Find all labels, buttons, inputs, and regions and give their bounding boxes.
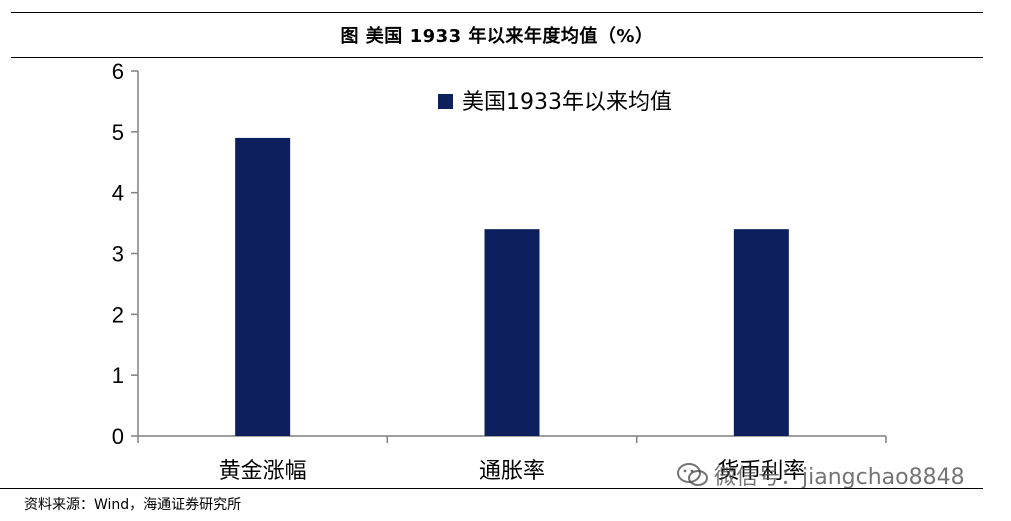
labels: 0 1 2 3 4 5 6 黄金涨幅 通胀率 货币利率 [112, 59, 806, 484]
legend: 美国1933年以来均值 [438, 90, 672, 115]
bars [235, 137, 789, 436]
bar [235, 137, 291, 436]
bar [733, 229, 789, 436]
watermark-text: 微信号：jiangchao8848 [714, 465, 965, 490]
bar [484, 229, 540, 436]
watermark: 微信号：jiangchao8848 [676, 459, 965, 491]
x-category-label: 黄金涨幅 [219, 459, 307, 484]
chart-title: 图 美国 1933 年以来年度均值（%） [340, 26, 654, 47]
title-bar: 图 美国 1933 年以来年度均值（%） [11, 12, 983, 58]
y-tick-label: 6 [112, 59, 124, 84]
legend-label: 美国1933年以来均值 [462, 90, 672, 115]
legend-swatch [438, 94, 453, 109]
y-tick-label: 5 [112, 120, 124, 145]
x-category-label: 货币利率 [717, 459, 805, 484]
y-tick-label: 4 [112, 181, 124, 206]
y-tick-label: 0 [112, 424, 124, 449]
y-tick-label: 1 [112, 363, 124, 388]
y-tick-label: 2 [112, 302, 124, 327]
source-note: 资料来源：Wind，海通证券研究所 [24, 497, 242, 513]
wechat-icon [677, 463, 708, 486]
x-category-label: 通胀率 [479, 459, 545, 484]
y-tick-label: 3 [112, 242, 124, 267]
source-divider [0, 488, 983, 489]
